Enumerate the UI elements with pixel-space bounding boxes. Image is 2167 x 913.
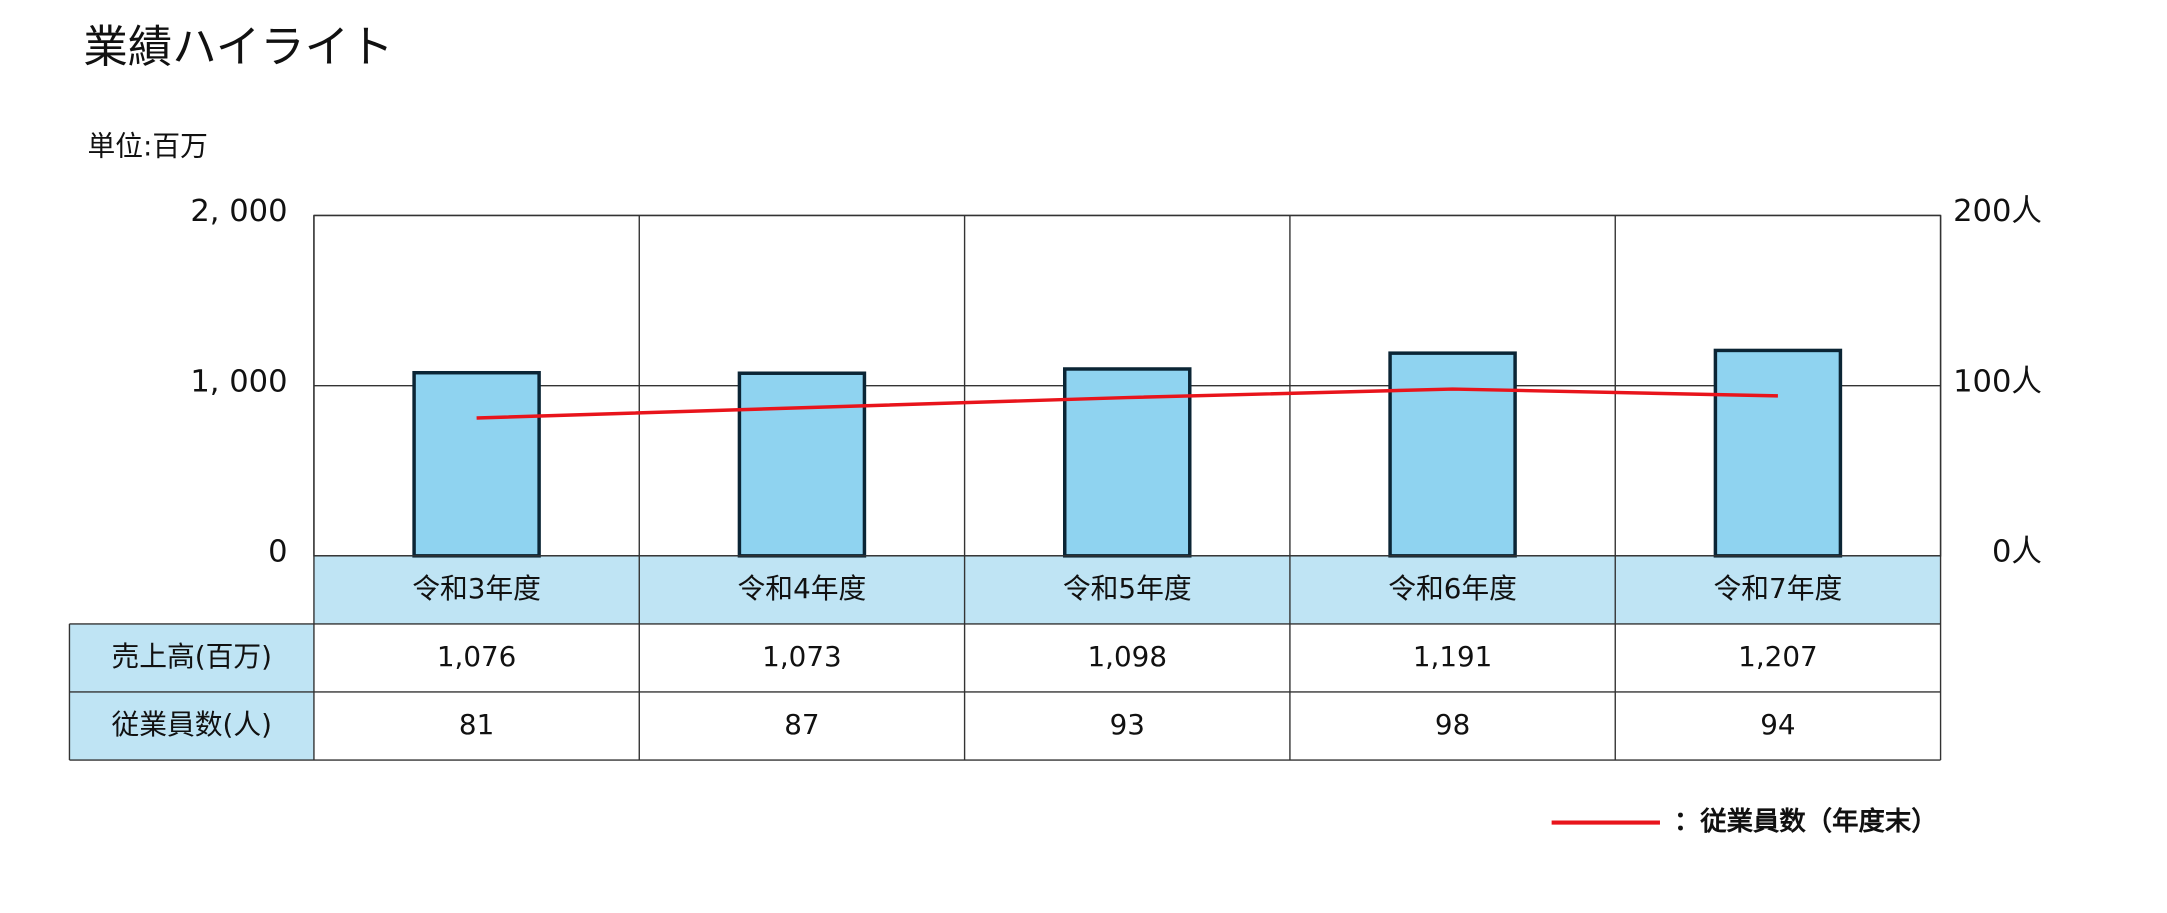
sales-cell: 1,073 — [762, 640, 842, 673]
category-label: 令和4年度 — [738, 572, 867, 605]
y2-tick-label: 200人 — [1953, 194, 2042, 229]
chart-title: 業績ハイライト — [83, 22, 393, 73]
sales-cell: 1,098 — [1088, 640, 1168, 673]
unit-label: 単位:百万 — [88, 129, 208, 162]
bar — [1063, 367, 1192, 558]
y-tick-label: 2, 000 — [190, 194, 287, 229]
y-tick-label: 1, 000 — [190, 364, 287, 399]
plot-border — [313, 214, 1942, 557]
bar — [1713, 348, 1843, 558]
employee-cell: 94 — [1760, 708, 1795, 741]
bar — [412, 370, 541, 558]
category-label: 令和7年度 — [1714, 572, 1843, 605]
employee-cell: 93 — [1110, 708, 1145, 741]
employee-cell: 87 — [784, 708, 819, 741]
sales-cell: 1,207 — [1738, 640, 1818, 673]
sales-cell: 1,191 — [1413, 640, 1493, 673]
y2-tick-label: 100人 — [1953, 364, 2042, 399]
row-header: 売上高(百万) — [111, 640, 271, 673]
category-label: 令和3年度 — [412, 572, 541, 605]
legend-label: ：従業員数（年度末） — [1674, 806, 1938, 837]
category-label: 令和5年度 — [1063, 572, 1192, 605]
employee-cell: 81 — [459, 708, 494, 741]
category-row-bg — [313, 555, 1941, 624]
sales-cell: 1,076 — [437, 640, 517, 673]
employee-line — [476, 387, 1778, 420]
y2-tick-label: 0人 — [1992, 535, 2042, 570]
row-header: 従業員数(人) — [111, 708, 271, 741]
bar — [1388, 351, 1517, 558]
category-label: 令和6年度 — [1388, 572, 1517, 605]
bar — [737, 371, 867, 558]
y-tick-label: 0 — [268, 535, 287, 570]
employee-cell: 98 — [1435, 708, 1470, 741]
